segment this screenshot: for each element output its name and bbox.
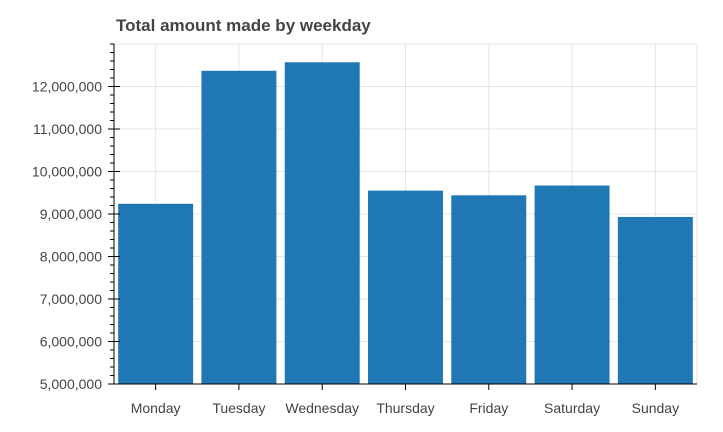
- label-layer: 5,000,000 6,000,000 7,000,000 8,000,000 9,00…: [32, 79, 679, 417]
- y-tick-label: 6,000,000: [40, 334, 102, 350]
- bar-thursday: [368, 190, 443, 384]
- x-tick-label-thursday: Thursday: [376, 400, 434, 416]
- x-tick-label-monday: Monday: [131, 400, 181, 416]
- x-tick-label-tuesday: Tuesday: [212, 400, 265, 416]
- bar-friday: [451, 195, 527, 384]
- chart-title: Total amount made by weekday: [116, 16, 371, 35]
- bar-monday: [118, 203, 194, 384]
- y-tick-label: 12,000,000: [32, 79, 102, 95]
- bar-tuesday: [201, 70, 277, 385]
- bar-saturday: [534, 185, 610, 384]
- y-tick-label: 9,000,000: [40, 206, 102, 222]
- x-tick-label-wednesday: Wednesday: [285, 400, 359, 416]
- axis-layer: [108, 43, 697, 390]
- y-tick-label: 5,000,000: [40, 376, 102, 392]
- x-tick-label-saturday: Saturday: [544, 400, 600, 416]
- bar-wednesday: [284, 62, 360, 385]
- x-tick-label-friday: Friday: [469, 400, 508, 416]
- y-tick-label: 8,000,000: [40, 249, 102, 265]
- y-tick-label: 10,000,000: [32, 164, 102, 180]
- y-tick-label: 11,000,000: [33, 121, 102, 137]
- x-tick-label-sunday: Sunday: [632, 400, 679, 416]
- bar-sunday: [617, 216, 693, 384]
- y-tick-label: 7,000,000: [40, 291, 102, 307]
- bar-layer: [118, 62, 693, 385]
